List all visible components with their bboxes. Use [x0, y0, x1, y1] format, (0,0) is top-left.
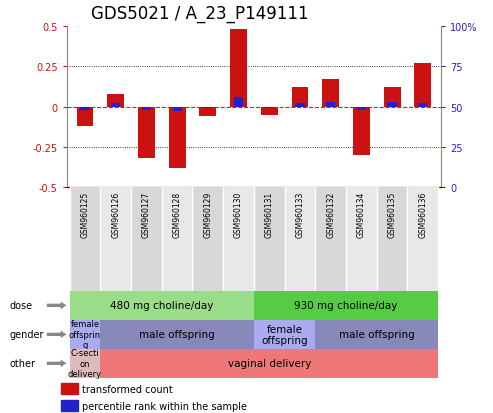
Bar: [377, 188, 407, 291]
Bar: [387, 102, 397, 107]
Text: male offspring: male offspring: [139, 330, 215, 339]
Bar: [61, 401, 78, 411]
Bar: [291, 88, 309, 107]
Bar: [284, 188, 316, 291]
Bar: [261, 107, 278, 115]
Bar: [111, 104, 120, 107]
Text: 930 mg choline/day: 930 mg choline/day: [294, 301, 398, 311]
Bar: [70, 291, 254, 320]
Bar: [76, 107, 94, 127]
Bar: [203, 107, 212, 109]
Text: GSM960127: GSM960127: [142, 191, 151, 237]
Text: other: other: [10, 358, 36, 368]
Bar: [322, 80, 339, 107]
Text: percentile rank within the sample: percentile rank within the sample: [82, 401, 246, 411]
Bar: [223, 188, 254, 291]
Bar: [61, 384, 78, 394]
Bar: [384, 88, 400, 107]
Text: male offspring: male offspring: [339, 330, 415, 339]
Text: GSM960134: GSM960134: [357, 191, 366, 237]
Bar: [230, 30, 247, 107]
Text: GDS5021 / A_23_P149111: GDS5021 / A_23_P149111: [91, 5, 309, 23]
Bar: [346, 188, 377, 291]
Text: 480 mg choline/day: 480 mg choline/day: [110, 301, 213, 311]
Bar: [70, 188, 101, 291]
Bar: [131, 188, 162, 291]
Bar: [414, 64, 431, 107]
Bar: [138, 107, 155, 159]
Bar: [418, 104, 427, 107]
Text: dose: dose: [10, 301, 33, 311]
Text: GSM960131: GSM960131: [265, 191, 274, 237]
Bar: [199, 107, 216, 117]
Bar: [107, 95, 124, 107]
Text: GSM960136: GSM960136: [418, 191, 427, 237]
Bar: [234, 98, 243, 107]
Bar: [162, 188, 192, 291]
Text: female
offsprin
g: female offsprin g: [69, 320, 101, 349]
Bar: [316, 320, 438, 349]
Bar: [407, 188, 438, 291]
Bar: [192, 188, 223, 291]
Bar: [326, 102, 335, 107]
Text: GSM960130: GSM960130: [234, 191, 243, 237]
Text: GSM960132: GSM960132: [326, 191, 335, 237]
Text: GSM960135: GSM960135: [387, 191, 396, 237]
Bar: [254, 291, 438, 320]
Text: gender: gender: [10, 330, 44, 339]
Bar: [316, 188, 346, 291]
Text: transformed count: transformed count: [82, 384, 173, 394]
Bar: [353, 107, 370, 156]
Bar: [357, 107, 366, 111]
Text: GSM960125: GSM960125: [80, 191, 90, 237]
Text: GSM960126: GSM960126: [111, 191, 120, 237]
Bar: [70, 349, 101, 378]
Bar: [70, 320, 101, 349]
Bar: [265, 107, 274, 109]
Text: C-secti
on
delivery: C-secti on delivery: [68, 349, 102, 378]
Text: GSM960133: GSM960133: [295, 191, 305, 237]
Bar: [169, 107, 185, 169]
Bar: [254, 320, 316, 349]
Text: female
offspring: female offspring: [261, 324, 308, 345]
Bar: [101, 188, 131, 291]
Text: GSM960129: GSM960129: [203, 191, 212, 237]
Text: GSM960128: GSM960128: [173, 191, 181, 237]
Bar: [295, 104, 305, 107]
Bar: [101, 320, 254, 349]
Text: vaginal delivery: vaginal delivery: [228, 358, 311, 368]
Bar: [142, 107, 151, 111]
Bar: [80, 107, 90, 111]
Bar: [254, 188, 284, 291]
Bar: [173, 107, 182, 112]
